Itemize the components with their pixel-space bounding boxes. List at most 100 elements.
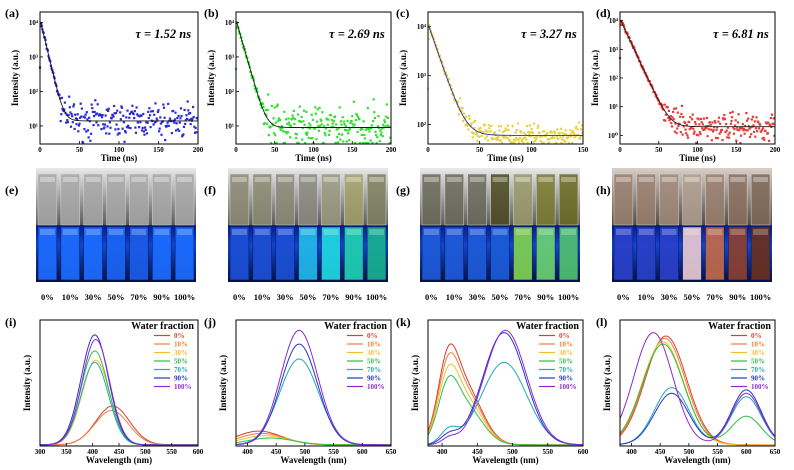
decay-point-d <box>670 125 673 128</box>
uv-vial-highlight <box>40 229 55 235</box>
daylight-vial-highlight <box>346 177 362 182</box>
decay-point-c <box>511 125 514 128</box>
decay-point-b <box>316 120 319 123</box>
decay-point-d <box>747 117 750 120</box>
decay-point-c <box>474 133 477 136</box>
decay-point-a <box>101 114 104 117</box>
decay-point-b <box>319 118 322 121</box>
decay-point-d <box>731 116 734 119</box>
decay-point-c <box>440 60 443 63</box>
decay-point-a <box>93 115 96 118</box>
decay-point-a <box>194 127 197 130</box>
decay-point-b <box>275 141 278 145</box>
decay-point-c <box>471 136 474 139</box>
decay-point-c <box>482 131 485 134</box>
decay-point-a <box>193 131 197 134</box>
decay-point-d <box>695 133 698 136</box>
spectra-xtick-label-k: 550 <box>543 448 554 456</box>
decay-point-a <box>104 114 107 117</box>
decay-point-a <box>148 114 152 117</box>
uv-vial-highlight <box>346 229 362 235</box>
decay-point-b <box>278 126 281 129</box>
decay-point-c <box>468 114 471 118</box>
photo-caption-g: 50% <box>492 292 509 302</box>
uv-vial <box>252 226 273 281</box>
decay-ytick-label-b: 10³ <box>225 53 234 61</box>
decay-point-c <box>446 74 449 77</box>
decay-point-c <box>475 132 478 135</box>
decay-point-c <box>577 121 580 124</box>
daylight-vial-highlight <box>108 177 124 182</box>
photo-caption-f: 50% <box>300 292 317 302</box>
decay-point-c <box>536 126 539 129</box>
uv-vial-highlight <box>616 229 631 235</box>
decay-point-d <box>769 116 772 120</box>
decay-point-d <box>623 25 626 28</box>
uv-vial-highlight <box>753 229 768 235</box>
decay-point-b <box>313 127 316 130</box>
decay-point-d <box>714 121 717 124</box>
legend-entry-l: 70% <box>751 366 765 374</box>
decay-point-b <box>376 125 379 128</box>
decay-point-a <box>139 121 142 124</box>
decay-point-c <box>475 130 478 133</box>
spectra-xtick-label-k: 600 <box>578 448 589 456</box>
decay-point-b <box>321 111 324 114</box>
decay-point-a <box>123 140 126 143</box>
decay-point-c <box>521 139 524 143</box>
decay-point-a <box>66 119 69 122</box>
decay-point-d <box>698 131 701 134</box>
decay-point-d <box>748 135 752 138</box>
decay-point-d <box>696 117 699 120</box>
decay-point-c <box>502 130 505 133</box>
legend-entry-j: 30% <box>367 349 381 357</box>
decay-point-b <box>292 116 295 119</box>
decay-xtick-label-c: 100 <box>526 146 537 154</box>
photo-caption-e: 90% <box>153 292 170 302</box>
spectra-chart-l: 400 450 500 550 600 650 Wavelength (nm) Intensi… <box>602 319 781 465</box>
decay-point-d <box>702 129 705 132</box>
photo-caption-h: 10% <box>638 292 655 302</box>
decay-point-b <box>320 119 323 122</box>
decay-point-a <box>187 109 190 112</box>
spectra-ylabel-j: Intensity (a.u.) <box>218 355 228 411</box>
decay-point-c <box>460 106 463 109</box>
decay-point-d <box>664 119 667 122</box>
decay-point-c <box>530 128 533 131</box>
panel-label-d: (d) <box>596 6 611 20</box>
decay-point-d <box>772 117 775 120</box>
decay-point-a <box>147 116 150 120</box>
decay-point-d <box>767 121 770 124</box>
decay-point-b <box>344 128 347 131</box>
decay-point-d <box>760 130 763 133</box>
decay-point-d <box>767 139 771 142</box>
decay-point-a <box>173 118 176 121</box>
decay-point-c <box>507 128 510 131</box>
decay-point-b <box>371 141 374 145</box>
decay-ytick-label-b: 10⁴ <box>225 19 235 27</box>
decay-point-a <box>162 103 165 106</box>
decay-point-c <box>496 138 499 141</box>
decay-xtick-label-d: 150 <box>731 146 742 154</box>
daylight-vial <box>60 173 81 226</box>
decay-point-a <box>105 132 108 135</box>
uv-vial-highlight <box>707 229 723 235</box>
decay-point-c <box>477 127 480 130</box>
decay-point-c <box>497 135 500 138</box>
decay-point-c <box>480 130 483 133</box>
spectra-xtick-label-l: 550 <box>712 448 723 456</box>
uv-vial-highlight <box>131 229 147 235</box>
decay-point-a <box>167 124 170 127</box>
photo-caption-g: 30% <box>469 292 486 302</box>
decay-point-d <box>719 122 722 125</box>
legend-title-k: Water fraction <box>516 321 579 332</box>
decay-point-a <box>71 115 74 118</box>
decay-point-c <box>558 131 561 135</box>
decay-point-b <box>372 120 375 123</box>
decay-point-a <box>142 112 145 116</box>
decay-point-b <box>276 103 279 106</box>
decay-point-d <box>755 116 758 119</box>
decay-point-d <box>750 118 753 121</box>
decay-point-c <box>579 135 582 138</box>
